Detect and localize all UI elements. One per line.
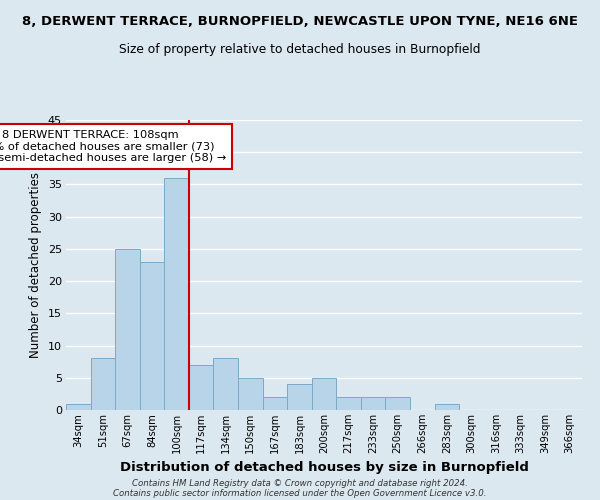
- Bar: [385, 397, 410, 410]
- Y-axis label: Number of detached properties: Number of detached properties: [29, 172, 42, 358]
- Bar: [140, 262, 164, 410]
- Text: Contains HM Land Registry data © Crown copyright and database right 2024.: Contains HM Land Registry data © Crown c…: [132, 478, 468, 488]
- Bar: [336, 397, 361, 410]
- Bar: [214, 358, 238, 410]
- Bar: [115, 249, 140, 410]
- Bar: [434, 404, 459, 410]
- Bar: [263, 397, 287, 410]
- Bar: [361, 397, 385, 410]
- Bar: [312, 378, 336, 410]
- X-axis label: Distribution of detached houses by size in Burnopfield: Distribution of detached houses by size …: [119, 462, 529, 474]
- Bar: [91, 358, 115, 410]
- Bar: [189, 365, 214, 410]
- Text: Size of property relative to detached houses in Burnopfield: Size of property relative to detached ho…: [119, 42, 481, 56]
- Bar: [66, 404, 91, 410]
- Text: 8 DERWENT TERRACE: 108sqm
← 56% of detached houses are smaller (73)
44% of semi-: 8 DERWENT TERRACE: 108sqm ← 56% of detac…: [0, 130, 226, 163]
- Bar: [238, 378, 263, 410]
- Text: Contains public sector information licensed under the Open Government Licence v3: Contains public sector information licen…: [113, 488, 487, 498]
- Bar: [287, 384, 312, 410]
- Text: 8, DERWENT TERRACE, BURNOPFIELD, NEWCASTLE UPON TYNE, NE16 6NE: 8, DERWENT TERRACE, BURNOPFIELD, NEWCAST…: [22, 15, 578, 28]
- Bar: [164, 178, 189, 410]
